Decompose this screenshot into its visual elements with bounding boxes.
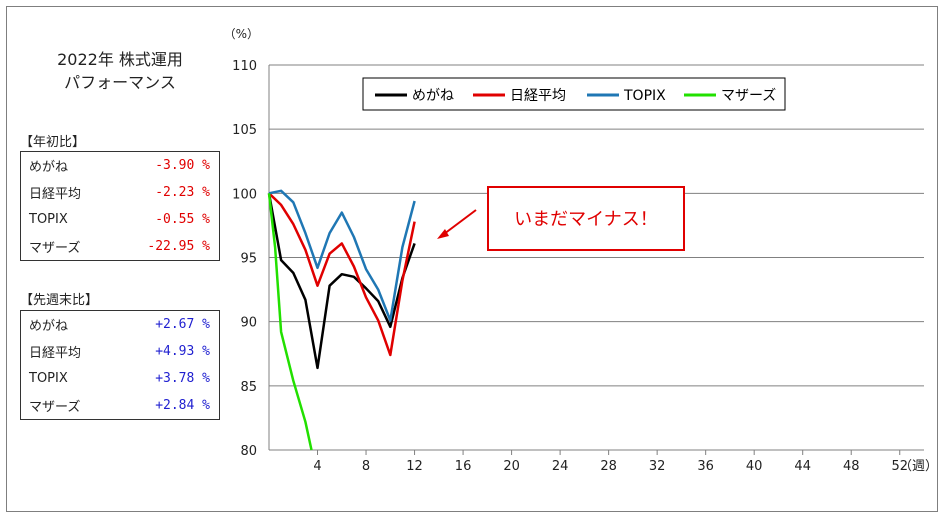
row-value: -22.95 % [147, 239, 210, 254]
legend-label-3: マザーズ [721, 88, 776, 104]
row-value: -0.55 % [155, 212, 210, 227]
x-tick-label: 20 [503, 459, 520, 474]
series-line-2 [268, 189, 416, 322]
x-tick-label: 36 [697, 459, 714, 474]
y-tick-label: 95 [240, 252, 257, 267]
row-name: マザーズ [29, 400, 81, 415]
x-tick-label: 40 [746, 459, 763, 474]
annotation-text: いまだマイナス！ [514, 209, 658, 230]
x-tick-label: 12 [406, 459, 423, 474]
legend-label-1: 日経平均 [510, 88, 566, 104]
legend-label-0: めがね [412, 88, 454, 104]
table-row: TOPIX +3.78 % [21, 365, 219, 392]
y-tick-label: 105 [232, 123, 257, 138]
row-value: -3.90 % [155, 158, 210, 173]
row-value: +2.67 % [155, 317, 210, 332]
annotation-arrow-head [437, 229, 449, 239]
legend-label-2: TOPIX [623, 88, 666, 104]
x-tick-label: 48 [843, 459, 860, 474]
weekly-section-label: 【先週末比】 [20, 293, 99, 308]
table-row: 日経平均 +4.93 % [21, 338, 219, 365]
row-name: 日経平均 [29, 187, 82, 202]
series-line-3 [267, 193, 313, 451]
x-tick-label: 32 [649, 459, 666, 474]
x-tick-label: 44 [794, 459, 811, 474]
x-unit-label: （週） [899, 459, 938, 474]
panel-title-line2: パフォーマンス [64, 73, 176, 92]
x-tick-label: 52 [891, 459, 908, 474]
y-tick-label: 90 [240, 316, 257, 331]
series-line-0 [267, 193, 416, 370]
y-tick-label: 80 [240, 444, 257, 459]
table-row: めがね +2.67 % [21, 311, 219, 338]
y-tick-label: 110 [232, 59, 257, 74]
panel-title-line1: 2022年 株式運用 [57, 50, 183, 69]
table-row: 日経平均 -2.23 % [21, 179, 219, 206]
y-tick-label: 85 [240, 380, 257, 395]
table-row: マザーズ +2.84 % [21, 392, 219, 419]
row-name: マザーズ [29, 241, 81, 256]
x-tick-label: 28 [600, 459, 617, 474]
ytd-section-label: 【年初比】 [20, 135, 86, 150]
x-tick-label: 8 [362, 459, 370, 474]
row-name: TOPIX [29, 212, 68, 227]
row-name: めがね [29, 319, 69, 334]
annotation-box [487, 186, 685, 251]
row-value: -2.23 % [155, 185, 210, 200]
row-value: +2.84 % [155, 398, 210, 413]
series-line-1 [268, 192, 416, 357]
table-row: めがね -3.90 % [21, 152, 219, 179]
row-name: TOPIX [29, 371, 68, 386]
x-tick-label: 4 [313, 459, 321, 474]
x-tick-label: 16 [455, 459, 472, 474]
table-row: TOPIX -0.55 % [21, 206, 219, 233]
row-value: +3.78 % [155, 371, 210, 386]
row-name: 日経平均 [29, 346, 82, 361]
ytd-table: めがね -3.90 % 日経平均 -2.23 % TOPIX -0.55 % マザーズ… [20, 151, 220, 261]
row-value: +4.93 % [155, 344, 210, 359]
table-row: マザーズ -22.95 % [21, 233, 219, 260]
y-unit-label: （%） [224, 27, 259, 41]
y-tick-label: 100 [232, 187, 257, 202]
x-tick-label: 24 [552, 459, 569, 474]
row-name: めがね [29, 160, 69, 175]
weekly-table: めがね +2.67 % 日経平均 +4.93 % TOPIX +3.78 % マザーズ… [20, 310, 220, 420]
